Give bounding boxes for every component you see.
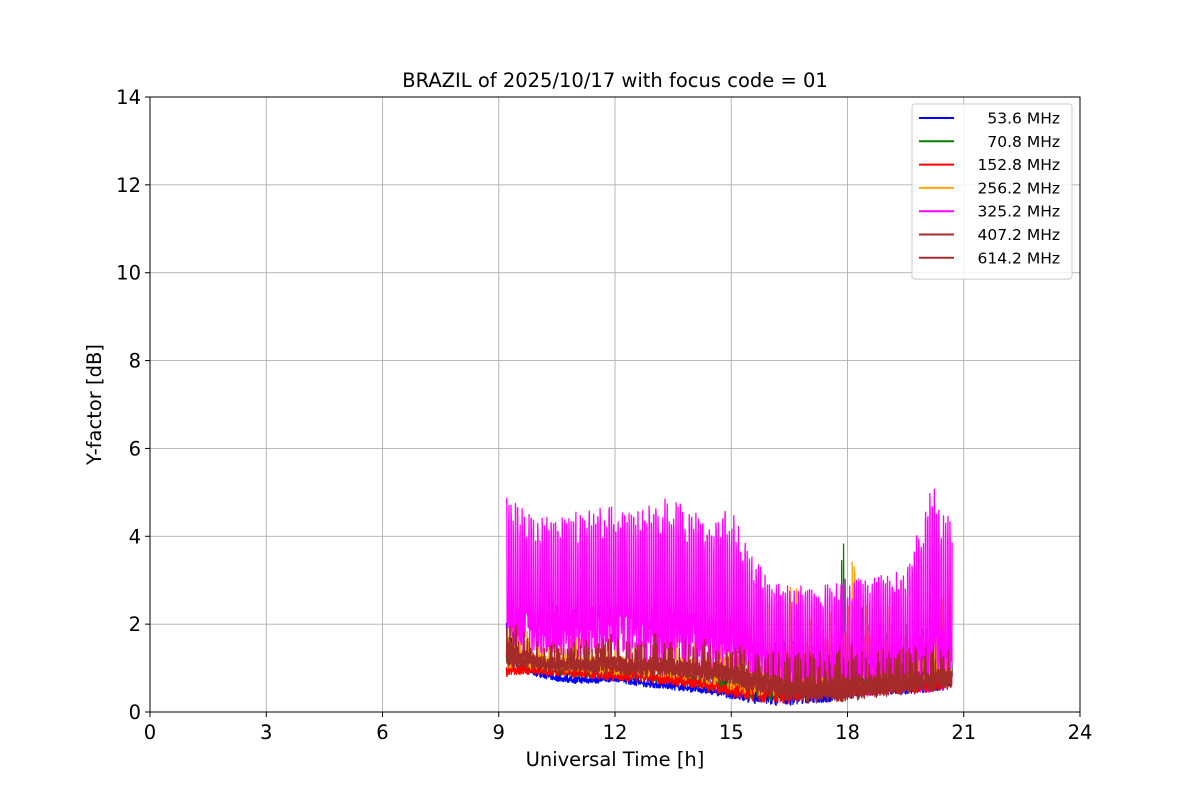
legend-label: 256.2 MHz [978,179,1060,197]
legend-label: 53.6 MHz [987,110,1060,128]
x-tick-label: 3 [260,721,272,744]
x-tick-label: 15 [719,721,744,744]
y-tick-label: 0 [129,701,141,724]
y-tick-label: 8 [129,350,141,373]
y-tick-label: 2 [129,613,141,636]
legend-label: 70.8 MHz [987,133,1060,151]
y-axis-label: Y-factor [dB] [83,344,106,466]
x-tick-label: 21 [951,721,976,744]
x-tick-label: 12 [603,721,628,744]
y-tick-label: 14 [116,86,141,109]
legend-label: 407.2 MHz [978,226,1060,244]
y-tick-label: 12 [116,174,141,197]
x-tick-label: 9 [493,721,505,744]
legend: 53.6 MHz 70.8 MHz 152.8 MHz 256.2 MHz 325.2 … [911,103,1073,280]
chart-title: BRAZIL of 2025/10/17 with focus code = 0… [402,69,828,92]
legend-label: 152.8 MHz [978,156,1060,174]
series-line-614-2-mhz [505,624,953,700]
y-tick-label: 10 [116,262,141,285]
x-tick-label: 6 [376,721,388,744]
legend-label: 614.2 MHz [978,249,1060,267]
y-tick-label: 6 [129,437,141,460]
x-tick-label: 24 [1068,721,1093,744]
x-tick-label: 0 [144,721,156,744]
y-tick-label: 4 [129,525,141,548]
legend-label: 325.2 MHz [978,203,1060,221]
x-axis-label: Universal Time [h] [526,748,705,771]
series-group [505,488,953,707]
x-tick-label: 18 [835,721,860,744]
